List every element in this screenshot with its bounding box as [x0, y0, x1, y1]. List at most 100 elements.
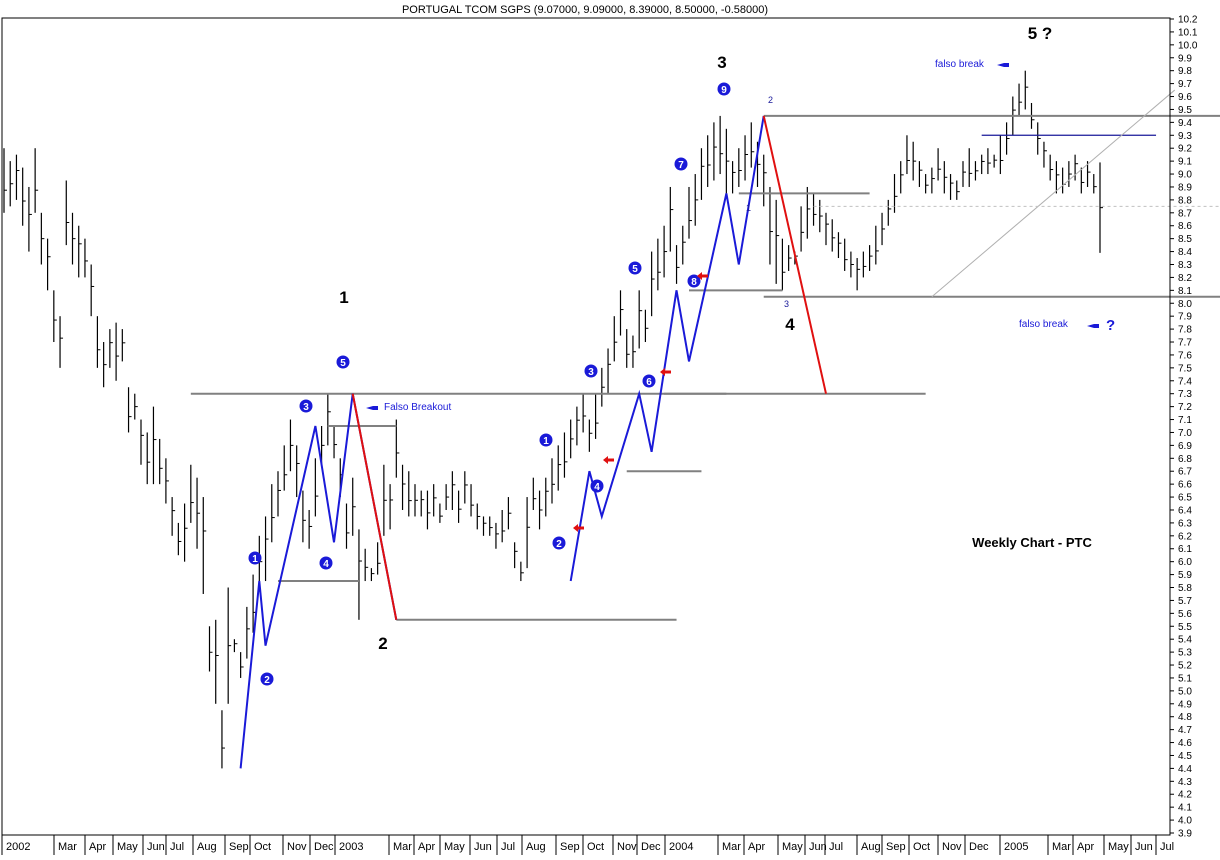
y-tick-label: 9.0	[1178, 170, 1192, 181]
chart-title: PORTUGAL TCOM SGPS (9.07000, 9.09000, 8.…	[402, 4, 768, 16]
y-tick-label: 10.1	[1178, 27, 1198, 38]
y-tick-label: 9.7	[1178, 79, 1192, 90]
y-tick-label: 7.8	[1178, 325, 1192, 336]
x-tick-label: Mar	[58, 841, 77, 853]
y-tick-label: 4.8	[1178, 712, 1192, 723]
y-tick-label: 8.4	[1178, 247, 1192, 258]
y-tick-label: 9.4	[1178, 118, 1192, 129]
x-tick-label: 2004	[669, 841, 693, 853]
x-tick-label: Nov	[942, 841, 962, 853]
x-tick-label: Mar	[722, 841, 741, 853]
x-tick-label: Jun	[147, 841, 165, 853]
minor-wave-marker	[336, 355, 350, 369]
x-tick-label: Jun	[809, 841, 827, 853]
price-bars	[3, 70, 1103, 769]
x-tick-label: May	[1108, 841, 1129, 853]
y-tick-label: 3.9	[1178, 829, 1192, 840]
x-tick-label: May	[117, 841, 138, 853]
y-tick-label: 6.4	[1178, 505, 1192, 516]
x-tick-label: Jul	[170, 841, 184, 853]
minor-wave-marker	[299, 399, 313, 413]
minor-wave-marker	[590, 479, 604, 493]
y-tick-label: 7.9	[1178, 312, 1192, 323]
plot-frame	[1, 17, 1171, 836]
y-tick-label: 8.3	[1178, 260, 1192, 271]
wave-labels: 1 2 3 4 5 ? 1 2 3 4 5 1 2 3 4 5 6 7 8 9 Falso Breakout falso…	[248, 24, 1115, 686]
minor-wave-number: 6	[646, 377, 652, 388]
minor-wave-number: 7	[678, 160, 684, 171]
y-tick-label: 10.2	[1178, 15, 1198, 26]
minor-wave-marker	[674, 157, 688, 171]
pointing-hand-icon	[1087, 324, 1099, 328]
y-tick-label: 6.9	[1178, 441, 1192, 452]
y-tick-label: 8.9	[1178, 182, 1192, 193]
major-wave-label: 5 ?	[1028, 24, 1053, 43]
y-tick-label: 7.6	[1178, 350, 1192, 361]
x-tick-label: Apr	[89, 841, 106, 853]
x-tick-label: Dec	[314, 841, 334, 853]
red-arrow-icon	[603, 456, 614, 464]
minor-wave-number: 2	[556, 539, 562, 550]
trend-line	[931, 89, 1176, 298]
y-tick-label: 5.7	[1178, 596, 1192, 607]
red-arrow-icon	[573, 524, 584, 532]
y-tick-label: 6.7	[1178, 467, 1192, 478]
minor-wave-number: 1	[252, 554, 258, 565]
major-wave-label: 3	[717, 53, 726, 72]
annotation-question-mark: ?	[1106, 317, 1115, 334]
x-tick-label: Jul	[1160, 841, 1174, 853]
y-tick-label: 5.3	[1178, 648, 1192, 659]
y-tick-label: 7.7	[1178, 338, 1192, 349]
y-tick-label: 5.6	[1178, 609, 1192, 620]
minor-wave-marker	[539, 433, 553, 447]
x-tick-label: Oct	[254, 841, 271, 853]
major-wave-label: 4	[785, 315, 795, 334]
minor-wave-number: 4	[323, 559, 329, 570]
y-tick-label: 6.3	[1178, 518, 1192, 529]
y-tick-label: 7.5	[1178, 363, 1192, 374]
x-tick-label: Apr	[748, 841, 765, 853]
y-tick-label: 7.0	[1178, 428, 1192, 439]
y-tick-label: 4.6	[1178, 738, 1192, 749]
x-tick-label: Mar	[1052, 841, 1071, 853]
x-tick-label: Aug	[526, 841, 546, 853]
y-tick-label: 7.2	[1178, 402, 1192, 413]
y-tick-label: 5.5	[1178, 622, 1192, 633]
sub-label: 3	[784, 299, 789, 309]
y-tick-label: 5.4	[1178, 635, 1192, 646]
minor-wave-marker	[260, 672, 274, 686]
y-tick-label: 10.0	[1178, 40, 1198, 51]
x-tick-label: Sep	[886, 841, 906, 853]
y-tick-label: 5.8	[1178, 583, 1192, 594]
x-tick-label: May	[782, 841, 803, 853]
y-tick-label: 8.1	[1178, 286, 1192, 297]
minor-wave-number: 5	[340, 358, 346, 369]
minor-wave-marker	[642, 374, 656, 388]
y-tick-label: 4.9	[1178, 699, 1192, 710]
major-wave-label: 2	[378, 634, 387, 653]
x-tick-label: Jun	[1135, 841, 1153, 853]
x-tick-label: Aug	[197, 841, 217, 853]
y-tick-label: 9.9	[1178, 53, 1192, 64]
y-tick-label: 9.6	[1178, 92, 1192, 103]
y-tick-label: 8.0	[1178, 299, 1192, 310]
y-tick-label: 6.6	[1178, 480, 1192, 491]
x-tick-label: 2003	[339, 841, 363, 853]
chart-caption: Weekly Chart - PTC	[972, 535, 1092, 550]
x-tick-label: Mar	[393, 841, 412, 853]
major-wave-label: 1	[339, 288, 348, 307]
minor-wave-marker	[248, 551, 262, 565]
y-tick-label: 7.1	[1178, 415, 1192, 426]
x-tick-label: Oct	[587, 841, 604, 853]
y-tick-label: 6.0	[1178, 557, 1192, 568]
x-tick-label: Sep	[229, 841, 249, 853]
y-tick-label: 4.1	[1178, 803, 1192, 814]
minor-wave-marker	[717, 82, 731, 96]
y-tick-label: 6.2	[1178, 531, 1192, 542]
x-tick-label: Dec	[641, 841, 661, 853]
y-tick-label: 9.5	[1178, 105, 1192, 116]
minor-wave-number: 3	[303, 402, 309, 413]
y-tick-label: 5.9	[1178, 570, 1192, 581]
x-tick-label: 2005	[1004, 841, 1028, 853]
